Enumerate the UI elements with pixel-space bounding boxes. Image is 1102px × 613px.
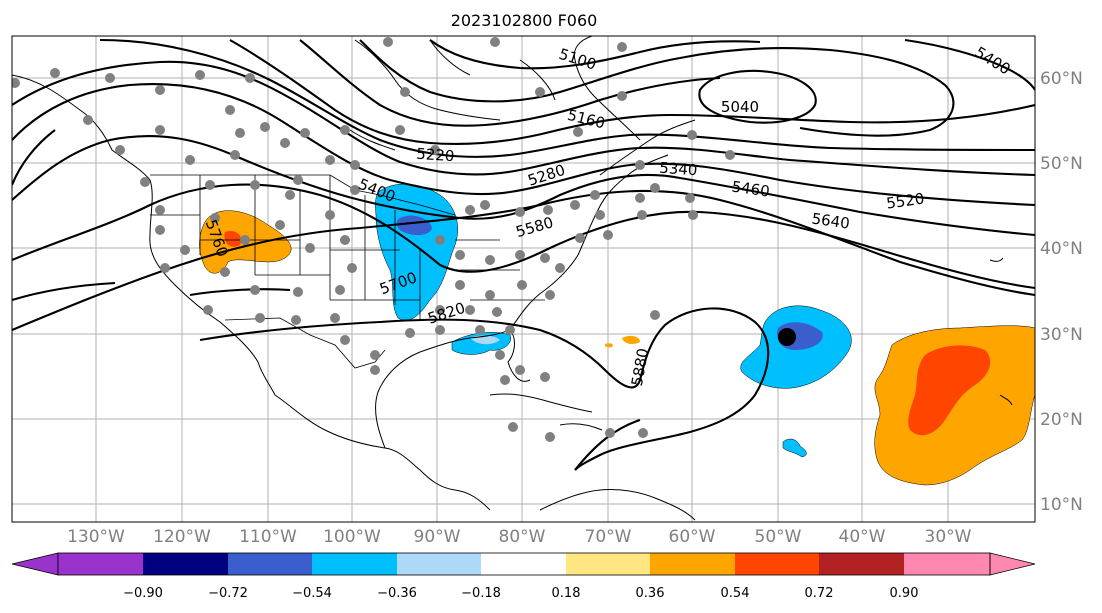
contour-label: 5880	[628, 347, 652, 388]
contour-line	[299, 39, 721, 127]
colorbar-segment	[989, 552, 1036, 576]
longitude-labels: 130°W 120°W 110°W 100°W 90°W 80°W 70°W 6…	[67, 527, 972, 547]
colorbar-ticks: −0.90 −0.72 −0.54 −0.36 −0.18 0.18 0.36 …	[123, 586, 918, 601]
lon-label: 60°W	[669, 527, 716, 547]
contour-line	[12, 183, 1035, 290]
map-area	[12, 36, 1035, 522]
lat-label: 60°N	[1040, 69, 1083, 89]
lat-label: 20°N	[1040, 410, 1083, 430]
contour-line	[359, 39, 955, 137]
colorbar-segment	[58, 553, 143, 575]
lon-label: 40°W	[839, 527, 886, 547]
shade-atlantic-warm-tiny	[604, 343, 613, 348]
contour-label: 5400	[972, 43, 1014, 79]
colorbar-tick-label: −0.54	[292, 586, 332, 601]
colorbar-segment	[566, 553, 650, 575]
lat-label: 30°N	[1040, 325, 1083, 345]
shade-gulf-light	[470, 335, 500, 345]
lon-label: 100°W	[323, 527, 381, 547]
colorbar-segment	[904, 553, 990, 575]
colorbar-tick-label: 0.18	[552, 586, 581, 601]
latitude-labels: 60°N 50°N 40°N 30°N 20°N 10°N	[1040, 69, 1083, 515]
shade-west-hot	[224, 230, 242, 247]
lat-label: 40°N	[1040, 239, 1083, 259]
colorbar-tick-label: −0.72	[208, 586, 248, 601]
lon-label: 110°W	[239, 527, 297, 547]
shade-central-cold	[396, 215, 432, 236]
contour-label: 5460	[731, 177, 771, 200]
colorbar-segment	[228, 553, 312, 575]
contour-label: 5280	[526, 161, 568, 190]
colorbar-outline	[57, 552, 991, 576]
contour-label: 5160	[566, 106, 607, 133]
anomaly-shading	[199, 183, 1035, 486]
colorbar-segment	[11, 552, 59, 576]
contour-line	[12, 281, 291, 302]
colorbar-tick-label: 0.90	[890, 586, 919, 601]
colorbar-segment	[735, 553, 819, 575]
map-title: 2023102800 F060	[451, 11, 598, 30]
contour-line	[574, 419, 641, 471]
low-center-marker	[778, 328, 796, 346]
colorbar-segment	[650, 553, 735, 575]
colorbar-tick-label: 0.54	[721, 586, 750, 601]
contour-line	[698, 69, 817, 124]
contour-line	[12, 83, 1035, 207]
contour-label: 5520	[885, 189, 925, 212]
colorbar-tick-label: −0.18	[461, 586, 501, 601]
colorbar-tick-label: 0.72	[805, 586, 834, 601]
map-frame	[11, 35, 1036, 523]
contour-line	[99, 38, 1035, 158]
contour-label: 5640	[811, 209, 851, 232]
lat-label: 50°N	[1040, 154, 1083, 174]
colorbar-segment	[397, 553, 481, 575]
height-contours	[12, 38, 1035, 471]
contour-line	[199, 307, 770, 471]
lon-label: 80°W	[499, 527, 546, 547]
colorbar	[11, 552, 1036, 576]
contour-line	[904, 38, 1035, 91]
colorbar-tick-label: −0.90	[123, 586, 163, 601]
shade-east-hot	[908, 345, 991, 436]
colorbar-segment	[481, 553, 566, 575]
lon-label: 90°W	[414, 527, 461, 547]
colorbar-segment	[143, 553, 228, 575]
colorbar-segment	[312, 553, 397, 575]
contour-line	[229, 39, 1035, 146]
coastlines	[12, 36, 1013, 521]
contour-label: 5340	[659, 159, 698, 180]
station-dots	[12, 37, 735, 442]
contour-line	[12, 129, 56, 186]
contour-label: 5820	[426, 299, 468, 328]
shade-east-warm	[874, 325, 1035, 486]
shade-atlantic-warm-small	[622, 335, 640, 345]
colorbar-tick-label: 0.36	[636, 586, 665, 601]
contour-line	[12, 135, 1035, 237]
lon-label: 120°W	[153, 527, 211, 547]
contour-line	[12, 60, 1035, 177]
lon-label: 130°W	[67, 527, 125, 547]
lon-label: 70°W	[585, 527, 632, 547]
lon-label: 30°W	[925, 527, 972, 547]
shade-small-cool	[782, 438, 807, 458]
colorbar-tick-label: −0.36	[377, 586, 417, 601]
lat-label: 10°N	[1040, 495, 1083, 515]
contour-label: 5580	[514, 213, 556, 241]
shade-central-cool	[375, 183, 458, 321]
contour-label: 5220	[416, 145, 455, 166]
contour-label: 5040	[721, 98, 759, 116]
colorbar-segment	[819, 553, 904, 575]
lon-label: 50°W	[755, 527, 802, 547]
contour-line	[429, 39, 761, 70]
